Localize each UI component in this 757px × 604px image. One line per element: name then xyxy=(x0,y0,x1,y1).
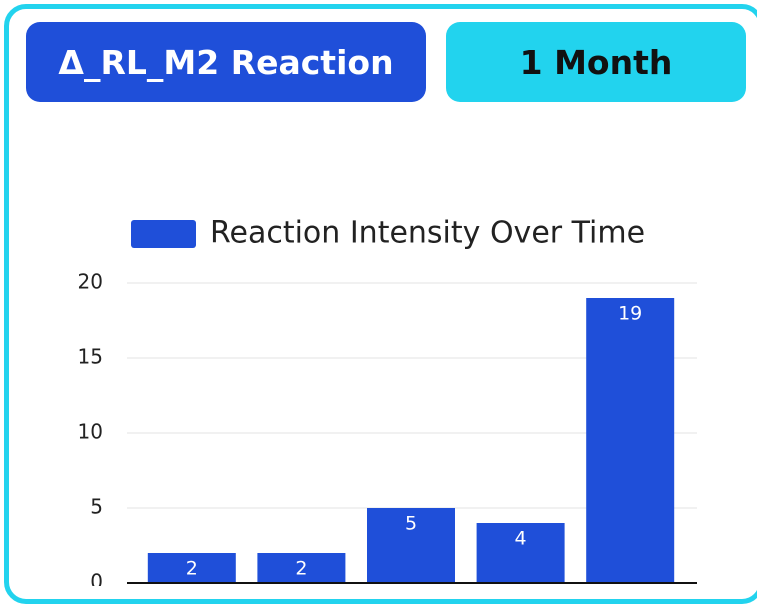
y-tick-label: 10 xyxy=(78,420,103,444)
legend-label: Reaction Intensity Over Time xyxy=(210,216,645,251)
page: Δ_RL_M2 Reaction 1 Month Reaction Intens… xyxy=(4,4,757,604)
data-label: 2 xyxy=(186,558,198,580)
legend-swatch xyxy=(131,220,196,248)
bar xyxy=(147,553,236,583)
period-button[interactable]: 1 Month xyxy=(446,22,746,102)
bar xyxy=(367,508,455,583)
data-label: 19 xyxy=(618,303,642,325)
chart: Reaction Intensity Over Time 0 5 10 15 20 2 2 5… xyxy=(78,216,697,587)
y-tick-label: 5 xyxy=(90,495,103,519)
data-label: 2 xyxy=(295,558,307,580)
data-label: 5 xyxy=(405,513,417,535)
metric-button[interactable]: Δ_RL_M2 Reaction xyxy=(26,22,426,102)
bar xyxy=(476,523,565,583)
y-tick-label: 0 xyxy=(90,570,103,587)
data-label: 4 xyxy=(515,528,527,550)
y-tick-label: 20 xyxy=(78,270,103,294)
y-tick-label: 15 xyxy=(78,345,103,369)
bar xyxy=(257,553,346,583)
bar xyxy=(586,298,675,583)
